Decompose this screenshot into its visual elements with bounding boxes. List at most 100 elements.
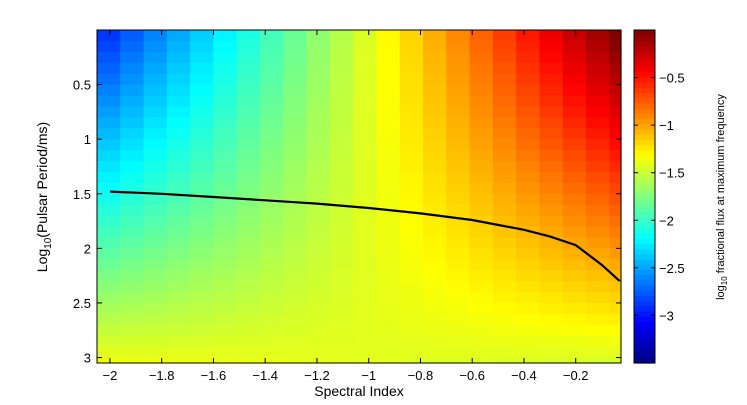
heatmap-cell [446,30,471,42]
heatmap-cell [97,171,121,184]
heatmap-cell [190,237,215,249]
heatmap-cell [516,335,541,348]
heatmap-cell [539,237,564,249]
heatmap-cell [213,128,238,140]
heatmap-cell [120,248,145,260]
heatmap-cell [166,357,191,364]
heatmap-cell [353,51,378,64]
heatmap-cell [213,302,238,315]
heatmap-cell [609,73,622,86]
heatmap-cell [329,215,354,228]
heatmap-cell [586,171,610,184]
heatmap-cell [492,150,517,162]
heatmap-cell [283,226,308,239]
colorbar-segment [634,113,655,120]
heatmap-cell [97,248,121,260]
heatmap-cell [399,259,424,271]
heatmap-cell [446,117,471,129]
heatmap-cell [236,30,261,42]
heatmap-cell [236,106,261,118]
colorbar-segment [634,336,655,343]
heatmap-cell [306,193,331,206]
colorbar-segment [634,134,655,140]
heatmap-cell [166,117,191,129]
heatmap-cell [586,259,610,271]
heatmap-cell [353,259,378,271]
heatmap-cell [306,313,331,326]
heatmap-cell [399,226,424,239]
heatmap-cell [120,51,145,64]
heatmap-cell [399,346,424,359]
heatmap-cell [97,150,121,162]
heatmap-cell [423,324,447,337]
colorbar-segment [634,71,655,78]
heatmap-cell [376,281,401,293]
heatmap-cell [399,193,424,206]
heatmap-cell [376,51,401,64]
heatmap-cell [516,182,541,195]
heatmap-cell [190,335,215,348]
heatmap-cell [469,139,494,151]
heatmap-cell [609,95,622,108]
colorbar-segment [634,45,655,52]
heatmap-cell [539,171,564,184]
heatmap-cell [213,335,238,348]
heatmap-cell [399,281,424,293]
heatmap-cell [306,259,331,271]
heatmap-cell [353,30,378,42]
colorbar-segment [634,212,655,218]
colorbar-segment [634,92,655,99]
x-tick-label: −1 [361,368,376,383]
heatmap-cell [260,139,284,151]
x-tick-label: −0.4 [511,368,537,383]
heatmap-cell [166,281,191,293]
heatmap-cell [97,357,121,364]
heatmap-cell [562,84,587,97]
heatmap-cell [236,161,261,173]
heatmap-cell [166,139,191,151]
heatmap-cell [190,281,215,293]
heatmap-cell [306,30,331,42]
heatmap-cell [609,215,622,228]
heatmap-cell [143,324,168,337]
heatmap-cell [97,292,121,304]
heatmap-cell [446,204,471,217]
heatmap-cell [492,335,517,348]
heatmap-cell [166,248,191,260]
heatmap-cell [609,204,622,217]
heatmap-cell [236,335,261,348]
heatmap-cell [469,281,494,293]
heatmap-cell [376,357,401,364]
colorbar-segment [634,128,655,135]
heatmap-cell [306,357,331,364]
heatmap-cell [423,40,447,53]
heatmap-cell [423,215,447,228]
heatmap-cell [143,248,168,260]
heatmap-cell [376,73,401,86]
heatmap-cell [539,161,564,173]
heatmap-cell [586,270,610,282]
colorbar-frame [633,29,656,364]
heatmap-cell [562,357,587,364]
heatmap-cell [399,150,424,162]
heatmap-cell [283,51,308,64]
heatmap-cell [469,161,494,173]
heatmap-cell [236,171,261,184]
heatmap-cell [586,182,610,195]
heatmap-cell [260,204,284,217]
heatmap-cell [609,150,622,162]
colorbar-tick-label: −2 [659,213,674,228]
heatmap-cell [213,182,238,195]
heatmap-cell [562,128,587,140]
heatmap-cell [353,292,378,304]
heatmap-cell [260,270,284,282]
heatmap-cell [376,150,401,162]
heatmap-cell [166,150,191,162]
heatmap-cell [586,95,610,108]
heatmap-cell [539,281,564,293]
heatmap-cell [190,117,215,129]
heatmap-cell [283,215,308,228]
heatmap-cell [213,270,238,282]
heatmap-cell [120,182,145,195]
heatmap-cell [376,62,401,75]
